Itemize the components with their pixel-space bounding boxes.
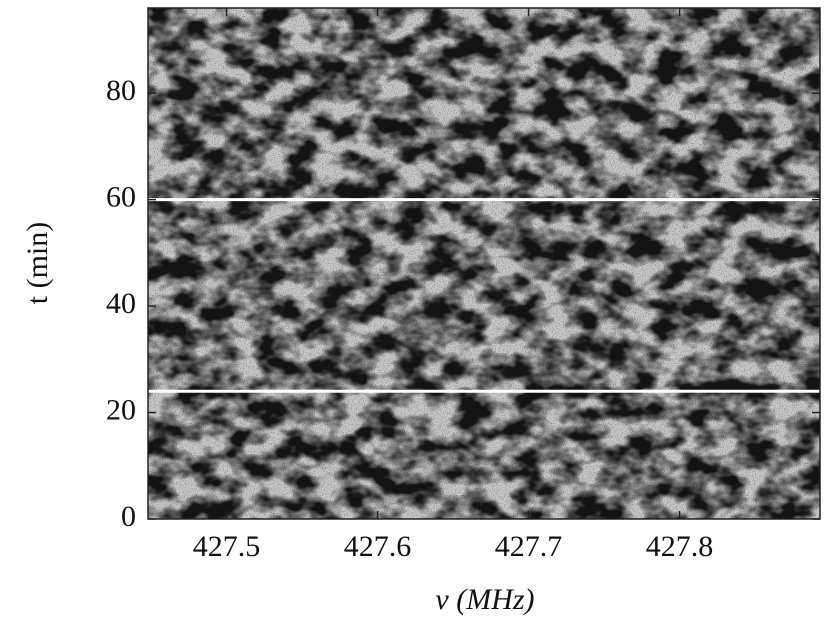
plot-frame (147, 7, 821, 520)
gap-lines (148, 198, 820, 393)
spectrum-image (148, 8, 820, 519)
x-tick-label: 427.6 (344, 530, 412, 563)
y-tick-label: 40 (106, 287, 136, 320)
x-tick-label: 427.8 (646, 530, 714, 563)
x-axis-label: ν (MHz) (435, 583, 534, 616)
y-tick-label: 60 (106, 181, 136, 214)
y-tick-label: 80 (106, 74, 136, 107)
y-axis-label: t (min) (21, 222, 54, 305)
y-tick-label: 0 (121, 500, 136, 533)
x-tick-label: 427.7 (495, 530, 563, 563)
x-tick-label: 427.5 (193, 530, 261, 563)
y-tick-label: 20 (106, 393, 136, 426)
axes: 427.5 427.6 427.7 427.8 0 20 40 60 80 (106, 8, 820, 563)
